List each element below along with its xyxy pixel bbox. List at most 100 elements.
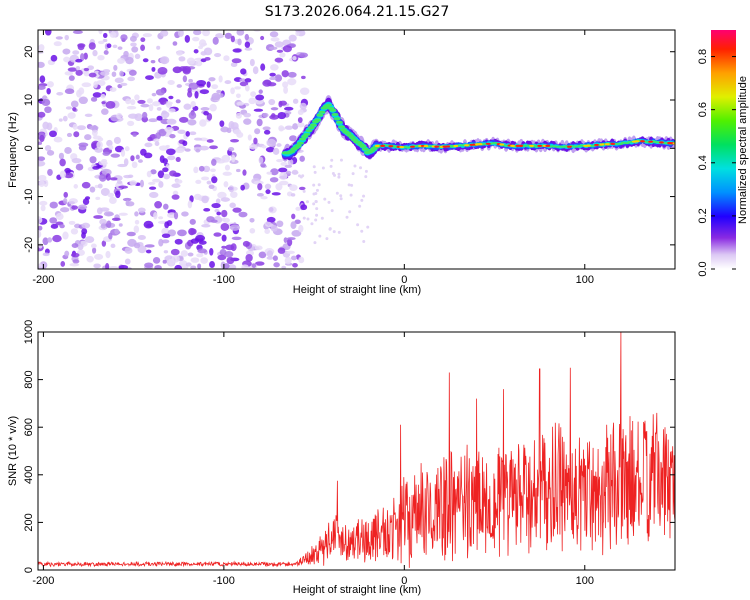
colorbar-tick-label: 0.6 <box>697 102 709 117</box>
spectrogram-signal-cell <box>309 123 317 127</box>
spectrogram-noise-cell <box>264 221 272 226</box>
spectrogram-noise-cell <box>69 262 80 267</box>
spectrogram-noise-cell <box>292 123 299 130</box>
spectrogram-noise-cell <box>274 74 283 82</box>
colorbar-tick-label: 0.4 <box>697 155 709 170</box>
spectrogram-frame <box>37 29 676 270</box>
spectrogram-noise-cell <box>38 225 43 231</box>
spectrogram-noise-cell <box>216 89 222 94</box>
spectrogram-noise-cell <box>73 131 80 138</box>
spectrogram-noise-cell <box>266 216 276 223</box>
spectrogram-noise-cell <box>184 34 190 43</box>
spectrogram-noise-cell <box>162 259 167 264</box>
spectrogram-noise-cell <box>339 194 343 198</box>
spectrogram-noise-cell <box>100 223 106 229</box>
spectrogram-noise-cell <box>78 87 85 95</box>
spectrogram-noise-cell <box>120 82 128 86</box>
spectrogram-noise-cell <box>68 75 75 81</box>
spectrogram-noise-cell <box>279 126 286 131</box>
spectrogram-noise-cell <box>272 255 278 262</box>
spectrogram-noise-cell <box>120 34 128 41</box>
spectrogram-noise-cell <box>78 204 88 210</box>
spectrogram-noise-cell <box>181 66 192 73</box>
spectrogram-noise-cell <box>63 197 68 205</box>
spectrogram-noise-cell <box>194 137 203 141</box>
spectrogram-noise-cell <box>140 44 146 51</box>
spectrogram-noise-cell <box>292 263 298 268</box>
spectrogram-noise-cell <box>90 96 98 102</box>
spectrogram-noise-cell <box>103 50 109 55</box>
spectrogram-noise-cell <box>284 106 294 111</box>
spectrogram-noise-cell <box>337 175 341 179</box>
spectrogram-x-ticks: -200 -100 0 100 <box>32 30 594 286</box>
spectrogram-noise-cell <box>111 217 121 221</box>
spectrogram-noise-cell <box>83 72 90 77</box>
spectrogram-noise-cell <box>151 92 157 97</box>
spectrogram-noise-cell <box>234 86 241 90</box>
spectrogram-noise-cell <box>209 145 218 150</box>
spectrogram-noise-cell <box>166 118 177 125</box>
snr-y-tick-label: 800 <box>23 370 35 388</box>
spectrogram-noise-cell <box>210 219 218 223</box>
spectrogram-noise-cell <box>339 158 343 162</box>
spectrogram-noise-cell <box>81 232 86 239</box>
spectrogram-noise-cell <box>302 216 306 220</box>
spectrogram-noise-cell <box>266 138 277 147</box>
spectrogram-noise-cell <box>335 191 339 195</box>
spectrogram-noise-cell <box>130 155 135 162</box>
spectrogram-noise-cell <box>202 30 210 37</box>
spectrogram-noise-cell <box>125 200 130 207</box>
spectrogram-noise-cell <box>263 129 271 135</box>
spectrogram-noise-cell <box>224 251 234 258</box>
spectrogram-noise-cell <box>89 125 99 131</box>
spectrogram-noise-cell <box>277 247 286 254</box>
spectrogram-noise-cell <box>186 57 196 65</box>
spectrogram-noise-cell <box>188 111 197 120</box>
spectrogram-noise-cell <box>88 42 96 50</box>
spectrogram-noise-cell <box>219 93 224 98</box>
spectrogram-noise-cell <box>266 250 273 258</box>
snr-x-ticks: -200 -100 0 100 <box>32 332 594 587</box>
spectrogram-signal-cell <box>618 143 624 145</box>
spectrogram-x-tick-label: -200 <box>32 274 54 286</box>
spectrogram-noise-cell <box>70 228 79 235</box>
spectrogram-peak-cell <box>388 145 394 148</box>
spectrogram-noise-cell <box>189 131 197 136</box>
spectrogram-peak-cell <box>477 143 483 146</box>
spectrogram-noise-cell <box>298 256 305 264</box>
spectrogram-noise-cell <box>214 208 220 213</box>
snr-y-tick-label: 1000 <box>23 320 35 344</box>
snr-x-axis-label: Height of straight line (km) <box>293 584 421 596</box>
spectrogram-noise-cell <box>208 77 216 82</box>
spectrogram-noise-cell <box>52 234 62 243</box>
spectrogram-noise-cell <box>230 62 238 68</box>
spectrogram-noise-cell <box>123 158 129 166</box>
spectrogram-noise-cell <box>108 144 114 150</box>
spectrogram-noise-cell <box>177 30 184 37</box>
spectrogram-noise-cell <box>38 61 45 68</box>
spectrogram-noise-cell <box>105 212 114 216</box>
spectrogram-noise-cell <box>277 111 287 120</box>
spectrogram-noise-cell <box>248 97 257 105</box>
spectrogram-noise-cell <box>161 110 168 115</box>
spectrogram-noise-cell <box>50 223 59 229</box>
spectrogram-noise-cell <box>97 54 105 61</box>
spectrogram-noise-cell <box>271 192 281 196</box>
spectrogram-noise-cell <box>172 41 178 46</box>
spectrogram-noise-cell <box>158 238 164 247</box>
spectrogram-noise-cell <box>81 181 91 189</box>
spectrogram-noise-cell <box>127 76 136 82</box>
spectrogram-noise-cell <box>100 71 110 76</box>
spectrogram-noise-cell <box>315 188 319 192</box>
spectrogram-peak-cell <box>659 141 664 144</box>
spectrogram-y-tick-label: -20 <box>23 237 35 253</box>
spectrogram-noise-cell <box>142 33 153 38</box>
spectrogram-noise-cell <box>47 168 53 176</box>
spectrogram-peak-cell <box>594 143 599 147</box>
spectrogram-noise-cell <box>92 165 100 170</box>
spectrogram-noise-cell <box>327 200 331 204</box>
spectrogram-noise-cell <box>349 193 353 197</box>
spectrogram-noise-cell <box>58 152 65 160</box>
spectrogram-noise-cell <box>60 207 70 213</box>
spectrogram-noise-cell <box>174 264 183 269</box>
